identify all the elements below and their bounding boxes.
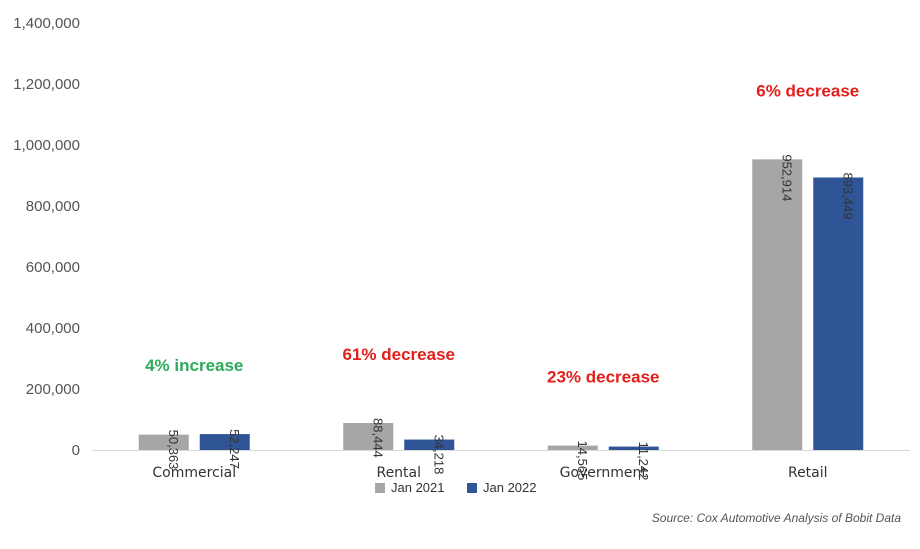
y-tick-label: 1,200,000 [13,76,80,93]
bar-jan-2022 [608,446,659,450]
data-label: 52,247 [227,429,242,469]
bar-jan-2021 [138,434,189,450]
legend-swatch-jan-2022 [467,483,477,493]
y-tick-label: 400,000 [26,320,80,337]
bar-jan-2022 [404,439,455,450]
y-tick-label: 600,000 [26,259,80,276]
y-tick-label: 1,400,000 [13,15,80,32]
y-tick-label: 800,000 [26,198,80,215]
legend-swatch-jan-2021 [375,483,385,493]
change-annotation: 4% increase [145,356,243,375]
data-label: 952,914 [779,154,794,201]
data-label: 88,444 [370,418,385,458]
bar-jan-2021 [752,159,803,450]
data-label: 34,218 [431,435,446,475]
legend-label: Jan 2022 [483,480,537,495]
change-annotation: 61% decrease [343,345,455,364]
bar-jan-2021 [547,445,598,450]
y-tick-label: 200,000 [26,381,80,398]
y-tick-label: 0 [72,442,80,459]
x-tick-label: Retail [788,465,828,481]
data-label: 50,363 [166,430,181,470]
data-label: 893,449 [840,172,855,219]
legend-label: Jan 2021 [391,480,445,495]
data-label: 14,565 [575,441,590,481]
y-tick-label: 1,000,000 [13,137,80,154]
data-label: 11,242 [636,442,651,481]
bar-jan-2022 [199,434,250,450]
bar-jan-2021 [343,423,394,450]
x-tick-label: Rental [376,465,421,481]
x-tick-label: Government [560,465,648,481]
change-annotation: 6% decrease [756,81,859,100]
x-tick-label: Commercial [152,465,236,481]
source-note: Source: Cox Automotive Analysis of Bobit… [652,511,902,525]
bar-jan-2022 [813,177,864,451]
change-annotation: 23% decrease [547,368,659,387]
